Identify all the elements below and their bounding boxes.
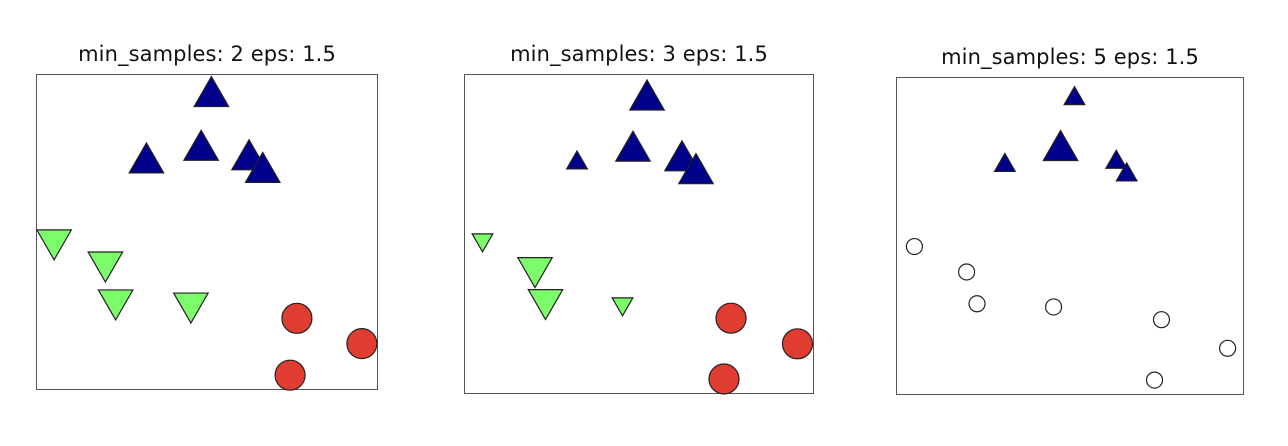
scatter-point-2-6	[471, 233, 494, 254]
scatter-point-2-12	[708, 363, 740, 395]
scatter-point-2-7	[516, 257, 554, 289]
scatter-svg-3	[905, 85, 1237, 389]
scatter-point-3-12	[1145, 371, 1164, 389]
scatter-point-1-7	[87, 251, 124, 284]
subplot-title-2: min_samples: 3 eps: 1.5	[510, 42, 768, 66]
scatter-point-1-2	[128, 141, 165, 174]
scatter-point-1-11	[346, 328, 378, 360]
scatter-point-1-12	[274, 359, 306, 391]
scatter-point-3-3	[993, 152, 1017, 173]
scatter-point-1-6	[35, 229, 73, 262]
subplot-title-3: min_samples: 5 eps: 1.5	[941, 45, 1199, 69]
plot-area-1	[35, 74, 378, 391]
scatter-point-1-9	[172, 292, 210, 325]
plot-area-2	[464, 74, 814, 395]
scatter-point-3-8	[968, 295, 986, 313]
scatter-point-3-6	[905, 237, 923, 256]
scatter-svg-1	[35, 75, 378, 391]
scatter-point-3-1	[1063, 85, 1086, 106]
scatter-point-3-9	[1045, 298, 1063, 316]
scatter-point-1-1	[193, 75, 230, 108]
plot-area-3	[896, 77, 1244, 395]
subplot-title-1: min_samples: 2 eps: 1.5	[78, 42, 336, 66]
scatter-point-3-4	[1104, 149, 1128, 169]
scatter-point-1-5	[244, 151, 282, 184]
scatter-point-2-1	[628, 78, 666, 111]
scatter-point-1-10	[281, 302, 313, 334]
scatter-point-2-9	[611, 297, 634, 318]
scatter-point-3-11	[1219, 339, 1237, 357]
scatter-point-2-10	[715, 302, 747, 334]
scatter-svg-2	[471, 78, 814, 395]
scatter-point-2-11	[781, 328, 814, 360]
scatter-point-1-3	[182, 129, 220, 161]
scatter-point-3-10	[1152, 311, 1171, 329]
scatter-point-3-2	[1042, 129, 1079, 162]
scatter-point-2-3	[614, 129, 652, 162]
scatter-point-3-5	[1115, 161, 1139, 182]
scatter-point-2-2	[565, 149, 589, 170]
scatter-point-3-7	[957, 263, 976, 281]
scatter-point-1-8	[97, 289, 134, 322]
scatter-point-2-5	[677, 152, 715, 185]
scatter-point-2-8	[527, 289, 564, 321]
